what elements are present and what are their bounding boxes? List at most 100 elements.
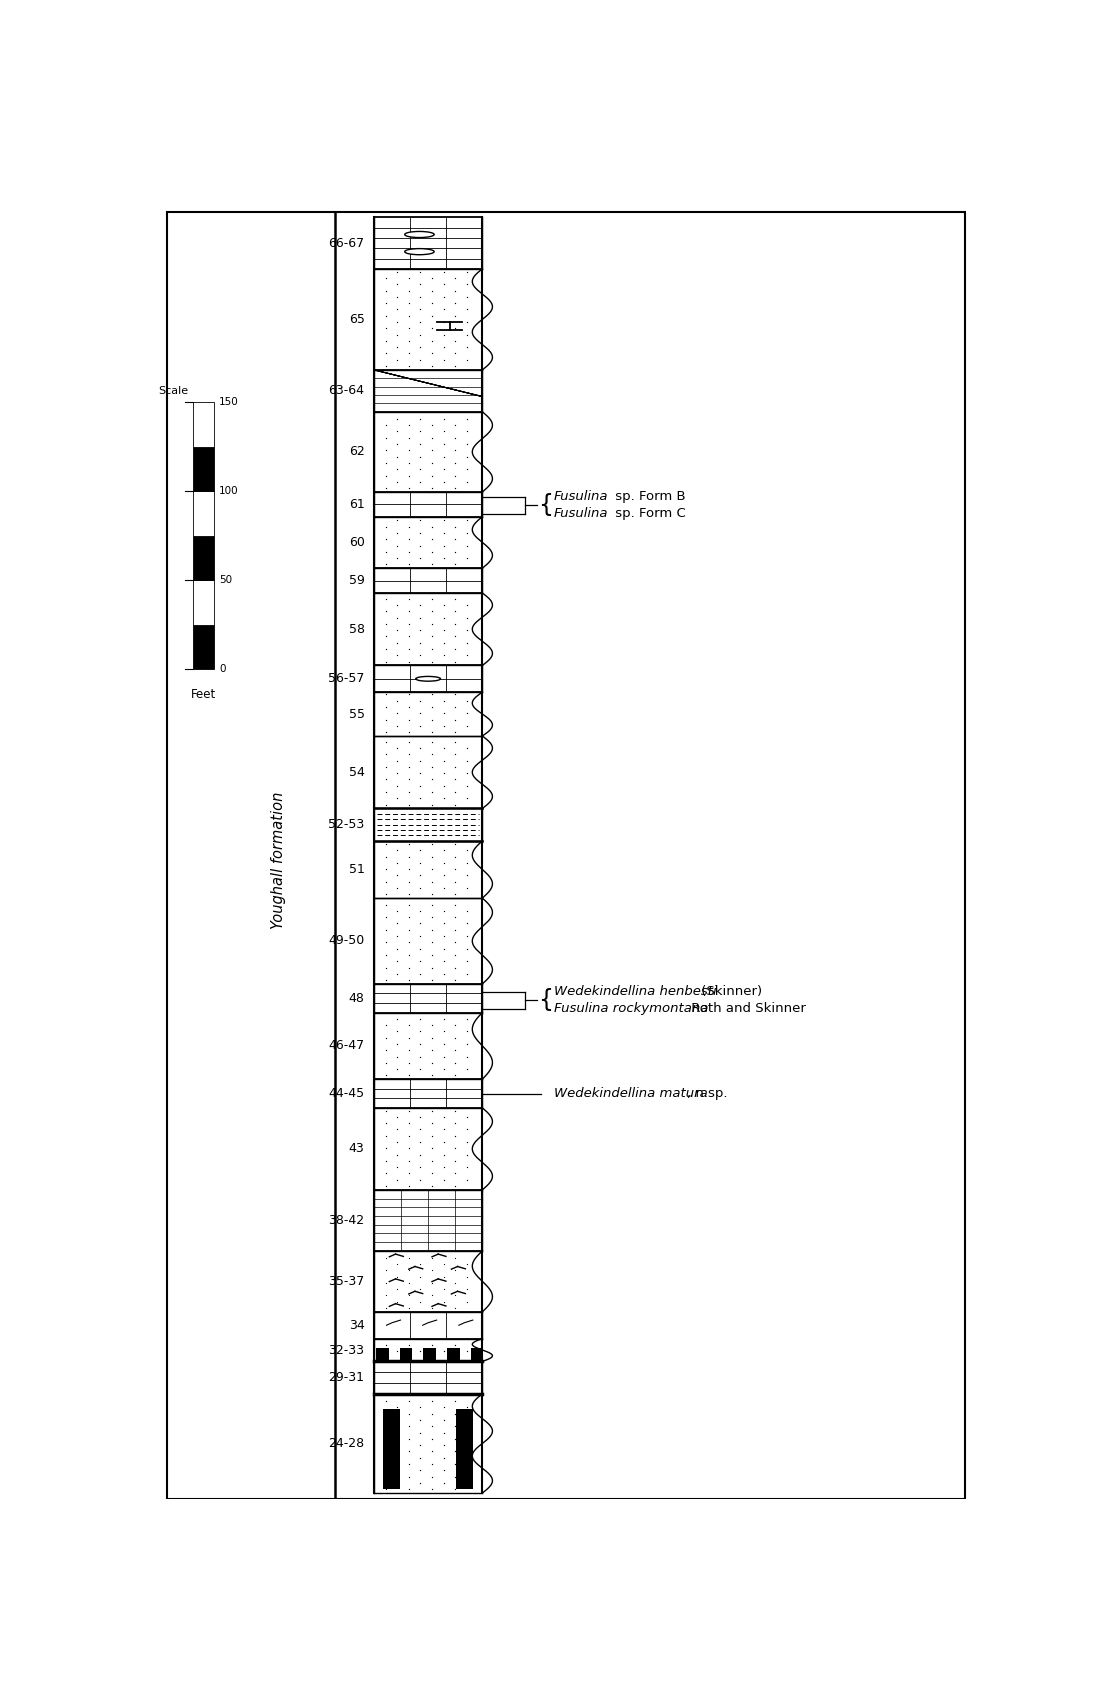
Point <box>458 431 475 458</box>
Point <box>458 1031 475 1058</box>
Point <box>447 1244 464 1271</box>
Point <box>388 271 406 298</box>
Point <box>400 891 418 918</box>
Point <box>424 436 441 463</box>
Point <box>388 785 406 812</box>
Point <box>458 935 475 962</box>
Point <box>447 586 464 613</box>
Point <box>411 1431 429 1458</box>
Point <box>424 1244 441 1271</box>
Text: 56-57: 56-57 <box>328 672 364 685</box>
Point <box>400 290 418 317</box>
Point <box>400 791 418 818</box>
Point <box>424 941 441 968</box>
Point <box>447 1147 464 1174</box>
Point <box>376 1270 394 1297</box>
Point <box>434 1420 452 1447</box>
Point <box>458 322 475 349</box>
Point <box>458 1128 475 1155</box>
Point <box>424 1037 441 1064</box>
Text: Wedekindellina henbesti: Wedekindellina henbesti <box>553 985 716 999</box>
Ellipse shape <box>416 677 440 682</box>
Point <box>447 1024 464 1051</box>
Point <box>424 1475 441 1502</box>
Point <box>458 1263 475 1290</box>
Bar <box>383 1410 400 1489</box>
Point <box>424 766 441 793</box>
Point <box>411 519 429 546</box>
Point <box>376 1172 394 1199</box>
Polygon shape <box>374 840 493 898</box>
Point <box>376 648 394 675</box>
Text: Feet: Feet <box>190 689 216 701</box>
Bar <box>456 1410 473 1489</box>
Point <box>447 623 464 650</box>
Point <box>411 456 429 483</box>
Point <box>447 411 464 438</box>
Point <box>388 849 406 876</box>
Point <box>458 1420 475 1447</box>
Point <box>424 1344 441 1371</box>
Point <box>458 333 475 360</box>
Point <box>447 1475 464 1502</box>
Point <box>376 461 394 488</box>
Point <box>411 849 429 876</box>
Point <box>400 694 418 721</box>
Point <box>411 909 429 936</box>
Point <box>458 544 475 571</box>
Point <box>388 1276 406 1303</box>
Point <box>400 930 418 957</box>
Point <box>458 1394 475 1421</box>
Polygon shape <box>374 1312 483 1339</box>
Text: sp. Form C: sp. Form C <box>610 507 685 520</box>
Text: {: { <box>538 989 553 1012</box>
Point <box>434 591 452 618</box>
Point <box>388 1337 406 1364</box>
Point <box>400 598 418 625</box>
Point <box>424 1450 441 1477</box>
Point <box>388 1263 406 1290</box>
Point <box>388 616 406 643</box>
Point <box>424 1256 441 1283</box>
Point <box>376 941 394 968</box>
Point <box>400 844 418 871</box>
Point <box>400 1463 418 1490</box>
Point <box>376 315 394 342</box>
Point <box>447 1172 464 1199</box>
Text: 52-53: 52-53 <box>328 818 364 832</box>
Point <box>411 1263 429 1290</box>
Point <box>424 1135 441 1162</box>
Point <box>458 734 475 761</box>
Point <box>447 461 464 488</box>
Point <box>434 862 452 889</box>
Text: 44-45: 44-45 <box>329 1088 364 1100</box>
Point <box>447 741 464 768</box>
Point <box>424 719 441 746</box>
Point <box>458 468 475 495</box>
Point <box>376 1256 394 1283</box>
Point <box>376 778 394 805</box>
Point <box>447 436 464 463</box>
Point <box>411 923 429 950</box>
Point <box>434 347 452 374</box>
Point <box>424 1399 441 1426</box>
Point <box>424 1425 441 1452</box>
Point <box>388 630 406 657</box>
Point <box>434 1251 452 1278</box>
Point <box>376 327 394 354</box>
Text: 34: 34 <box>349 1319 364 1332</box>
Point <box>458 759 475 786</box>
Point <box>411 1142 429 1169</box>
Point <box>400 623 418 650</box>
Point <box>388 712 406 739</box>
Point <box>411 296 429 323</box>
Point <box>400 327 418 354</box>
Text: 24-28: 24-28 <box>329 1436 364 1450</box>
Text: 50: 50 <box>219 576 232 586</box>
Point <box>434 687 452 714</box>
Point <box>400 411 418 438</box>
Point <box>424 1122 441 1148</box>
Point <box>411 1042 429 1069</box>
Point <box>400 1063 418 1090</box>
Point <box>458 296 475 323</box>
